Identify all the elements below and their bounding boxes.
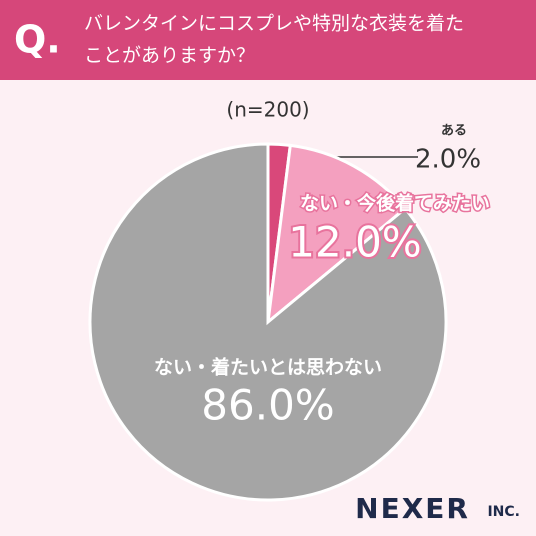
value-label: 12.0% bbox=[288, 218, 421, 267]
value-label: 86.0% bbox=[201, 381, 334, 430]
logo-suffix: INC. bbox=[487, 504, 520, 520]
slice-label: ある bbox=[441, 124, 467, 139]
question-marker: Q. bbox=[14, 18, 61, 62]
title-line: バレンタインにコスプレや特別な衣装を着た bbox=[84, 13, 464, 35]
value-label: 2.0% bbox=[415, 145, 481, 175]
header bbox=[0, 0, 536, 80]
pie-slice bbox=[88, 142, 448, 502]
slice-label: ない・着たいとは思わない bbox=[154, 356, 382, 379]
subtitle: (n=200) bbox=[226, 98, 309, 122]
slice-label: ない・今後着てみたい bbox=[300, 192, 490, 215]
title-line: ことがありますか？ bbox=[84, 45, 255, 67]
pie-slice bbox=[266, 143, 408, 326]
logo: NEXER bbox=[355, 492, 470, 525]
